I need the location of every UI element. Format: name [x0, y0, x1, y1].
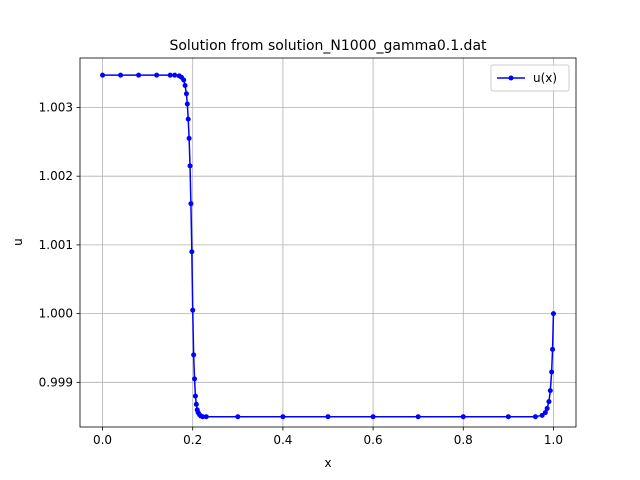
legend-marker [508, 75, 514, 81]
x-axis: 0.0 0.2 0.4 0.6 0.8 1.0 [93, 427, 563, 447]
data-point [280, 414, 286, 420]
data-point [544, 405, 550, 411]
x-tick-label: 0.4 [273, 433, 292, 447]
data-point [415, 414, 421, 420]
data-point [187, 163, 193, 169]
data-point [181, 77, 187, 83]
data-point [118, 72, 124, 78]
data-point [192, 376, 198, 382]
data-point [191, 352, 197, 358]
data-point [167, 72, 173, 78]
data-point [532, 414, 538, 420]
legend-label: u(x) [533, 71, 557, 85]
data-point [550, 311, 556, 317]
data-point [190, 307, 196, 313]
series-layer [100, 72, 556, 420]
plot-frame [79, 57, 577, 428]
x-tick-label: 0.8 [454, 433, 473, 447]
chart-title: Solution from solution_N1000_gamma0.1.da… [169, 38, 487, 54]
y-tick-label: 1.003 [39, 100, 73, 114]
data-point [182, 82, 188, 88]
x-tick-label: 1.0 [544, 433, 563, 447]
data-point [185, 116, 191, 122]
data-point [172, 72, 178, 78]
data-point [200, 414, 206, 420]
y-tick-label: 1.001 [39, 238, 73, 252]
data-point [505, 414, 511, 420]
data-point [154, 72, 160, 78]
data-point [550, 346, 556, 352]
data-point [549, 369, 555, 375]
data-point [542, 410, 548, 416]
data-point [186, 135, 192, 141]
x-tick-label: 0.2 [183, 433, 202, 447]
data-point [235, 414, 241, 420]
y-tick-label: 0.999 [39, 375, 73, 389]
data-point [193, 401, 199, 407]
data-point [203, 414, 209, 420]
x-tick-label: 0.0 [93, 433, 112, 447]
y-tick-label: 1.002 [39, 169, 73, 183]
data-point [325, 414, 331, 420]
data-point [460, 414, 466, 420]
legend: u(x) [490, 64, 570, 92]
x-axis-label: x [324, 456, 331, 470]
data-point [183, 91, 189, 97]
data-point [547, 388, 553, 394]
legend-box [490, 64, 570, 92]
data-point [184, 101, 190, 107]
data-point [192, 393, 198, 399]
data-point [370, 414, 376, 420]
data-point [189, 249, 195, 255]
y-tick-label: 1.000 [39, 307, 73, 321]
y-axis-label: u [11, 238, 25, 246]
grid [80, 58, 576, 427]
data-point [546, 399, 552, 405]
x-tick-label: 0.6 [364, 433, 383, 447]
data-point [100, 72, 106, 78]
data-point [188, 201, 194, 207]
data-point [136, 72, 142, 78]
y-axis: 0.999 1.000 1.001 1.002 1.003 [39, 100, 80, 389]
